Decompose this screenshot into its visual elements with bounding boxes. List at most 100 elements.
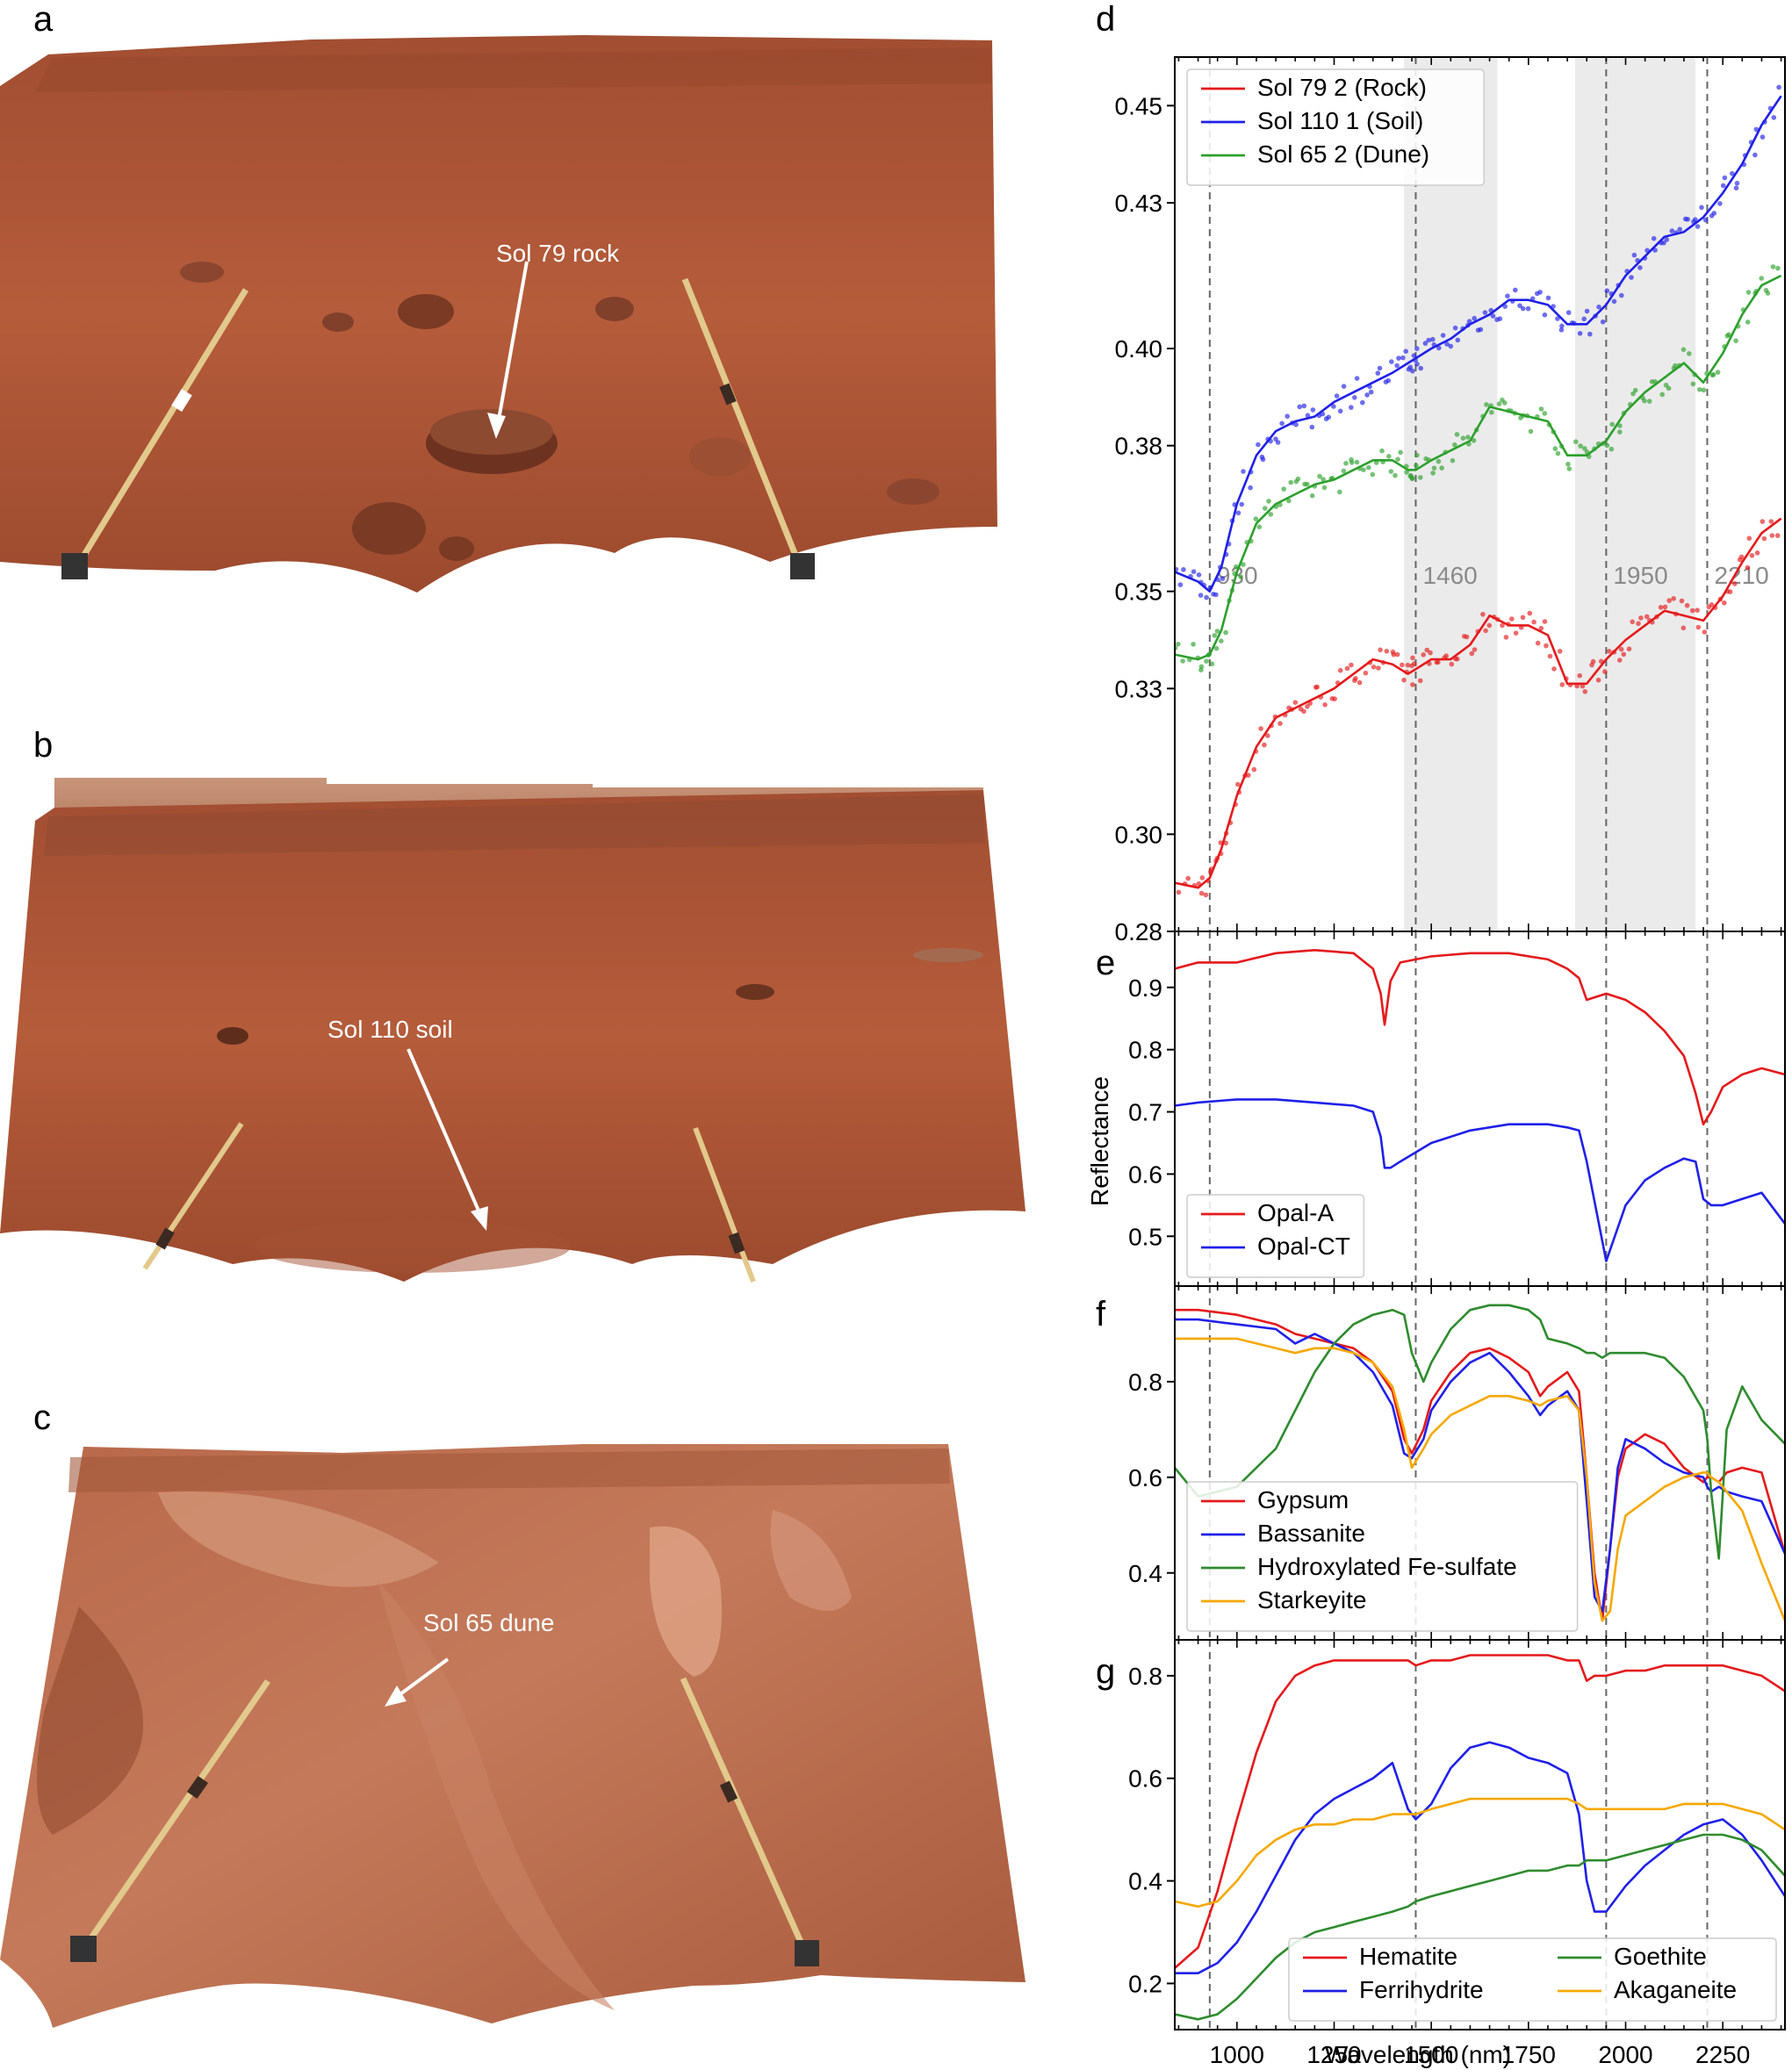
legend-entry-d-1: Sol 110 1 (Soil) (1257, 107, 1423, 134)
point-d-0-32-4 (1774, 533, 1781, 538)
point-d-2-32-2 (1765, 291, 1771, 296)
chart-panel-e: 0.5 0.6 0.7 0.8 0.9 Opal-A Opal-CT (1128, 931, 1786, 1287)
point-d-1-21-2 (1555, 316, 1560, 321)
point-d-1-4-1 (1239, 501, 1244, 507)
point-d-1-18-1 (1490, 313, 1496, 319)
point-d-1-21-4 (1559, 323, 1565, 329)
point-d-0-17-3 (1480, 612, 1486, 617)
point-d-2-13-0 (1404, 470, 1409, 475)
point-d-0-11-4 (1384, 649, 1390, 654)
ytick-label-g-3: 0.8 (1128, 1663, 1162, 1690)
point-d-2-28-0 (1680, 347, 1687, 353)
point-d-1-27-2 (1669, 228, 1675, 234)
series-line-g-1 (1175, 1741, 1785, 1974)
ytick-label-e-4: 0.9 (1128, 974, 1162, 1002)
annotation-sol65-dune: Sol 65 dune (423, 1609, 554, 1636)
point-d-0-32-2 (1768, 519, 1774, 524)
legend-entry-g-1: Ferrihydrite (1359, 1976, 1484, 2003)
point-d-0-17-1 (1472, 647, 1478, 652)
point-d-2-32-3 (1770, 264, 1776, 270)
photo-sol79-rock: Sol 79 rock (0, 35, 997, 593)
point-d-0-19-1 (1509, 616, 1515, 622)
point-d-2-16-1 (1452, 442, 1457, 448)
point-d-0-20-4 (1542, 619, 1548, 624)
point-d-1-16-2 (1455, 337, 1461, 343)
point-d-1-23-3 (1596, 304, 1601, 310)
point-d-0-16-0 (1449, 661, 1455, 667)
point-d-2-4-2 (1241, 562, 1246, 567)
point-d-1-7-0 (1293, 421, 1299, 428)
point-d-1-25-1 (1629, 275, 1634, 280)
point-d-1-19-2 (1513, 287, 1518, 293)
point-d-0-21-2 (1551, 666, 1557, 672)
point-d-2-24-3 (1617, 429, 1623, 435)
point-d-0-25-2 (1630, 619, 1635, 625)
point-d-0-17-0 (1469, 650, 1475, 657)
point-d-2-17-4 (1484, 402, 1489, 407)
point-d-1-7-1 (1297, 404, 1302, 410)
legend-e: Opal-A Opal-CT (1186, 1194, 1365, 1278)
point-d-0-27-2 (1671, 596, 1676, 601)
point-d-0-31-3 (1749, 553, 1755, 558)
point-d-0-28-4 (1695, 624, 1702, 630)
point-d-1-9-1 (1334, 393, 1340, 399)
point-d-2-20-4 (1542, 411, 1548, 416)
point-d-1-31-4 (1753, 126, 1760, 133)
point-d-1-0-4 (1191, 569, 1197, 574)
point-d-2-5-4 (1268, 512, 1274, 517)
point-d-1-2-2 (1213, 592, 1219, 598)
point-d-1-29-3 (1711, 211, 1717, 216)
series-line-f-2 (1175, 1304, 1785, 1560)
point-d-2-22-1 (1566, 466, 1572, 471)
point-d-1-32-3 (1771, 115, 1777, 120)
point-d-1-22-3 (1577, 331, 1583, 336)
point-d-2-24-4 (1617, 423, 1623, 428)
spectra-charts: 930 1460 1950 22100.280.300.330.350.380.400… (1115, 56, 1786, 2068)
xtick-label-5: 2250 (1695, 2041, 1750, 2068)
point-d-2-5-1 (1256, 524, 1263, 529)
point-d-2-17-1 (1471, 438, 1477, 443)
point-d-1-10-2 (1360, 399, 1365, 406)
point-d-1-14-3 (1422, 341, 1429, 346)
point-d-1-22-4 (1581, 316, 1587, 322)
ytick-label-e-3: 0.8 (1128, 1037, 1162, 1064)
point-d-2-28-1 (1687, 351, 1692, 356)
point-d-0-7-3 (1305, 704, 1310, 709)
ytick-label-d-6: 0.43 (1115, 190, 1163, 217)
ytick-label-d-5: 0.40 (1115, 335, 1163, 363)
legend-entry-g-2: Goethite (1614, 1943, 1707, 1970)
point-d-2-10-0 (1349, 460, 1355, 465)
point-d-2-8-3 (1321, 485, 1328, 491)
point-d-0-20-2 (1535, 640, 1541, 646)
shaded-band-1 (1574, 57, 1696, 931)
point-d-0-11-0 (1371, 665, 1377, 670)
point-d-2-12-3 (1398, 449, 1403, 456)
point-d-2-32-0 (1759, 276, 1764, 281)
point-d-2-7-4 (1309, 492, 1315, 499)
series-line-g-0 (1175, 1654, 1785, 1969)
ytick-label-g-2: 0.6 (1128, 1765, 1162, 1793)
point-d-1-23-1 (1587, 331, 1593, 337)
point-d-2-9-2 (1341, 468, 1347, 474)
point-d-0-18-4 (1503, 635, 1509, 640)
point-d-2-15-0 (1430, 471, 1436, 476)
point-d-1-0-0 (1175, 566, 1179, 572)
point-d-2-22-3 (1578, 443, 1583, 449)
point-d-0-9-0 (1332, 696, 1337, 701)
point-d-2-22-4 (1582, 446, 1587, 451)
point-d-2-15-2 (1436, 458, 1442, 464)
point-d-2-16-0 (1450, 457, 1456, 464)
point-d-0-4-0 (1235, 781, 1241, 787)
point-d-0-17-4 (1483, 628, 1488, 634)
point-d-1-21-3 (1558, 327, 1565, 333)
point-d-0-16-2 (1455, 656, 1460, 662)
xtick-label-0: 1000 (1210, 2041, 1264, 2068)
point-d-1-29-1 (1702, 217, 1709, 223)
point-d-0-27-1 (1666, 598, 1672, 603)
point-d-1-32-4 (1776, 84, 1781, 90)
point-d-0-24-3 (1617, 658, 1623, 663)
chart-panel-g: 0.2 0.4 0.6 0.8 Hematite Ferrihydrite Goethite… (1128, 1639, 1786, 2068)
legend-entry-d-2: Sol 65 2 (Dune) (1257, 140, 1429, 168)
point-d-1-30-3 (1733, 185, 1739, 190)
point-d-1-8-4 (1326, 414, 1331, 420)
